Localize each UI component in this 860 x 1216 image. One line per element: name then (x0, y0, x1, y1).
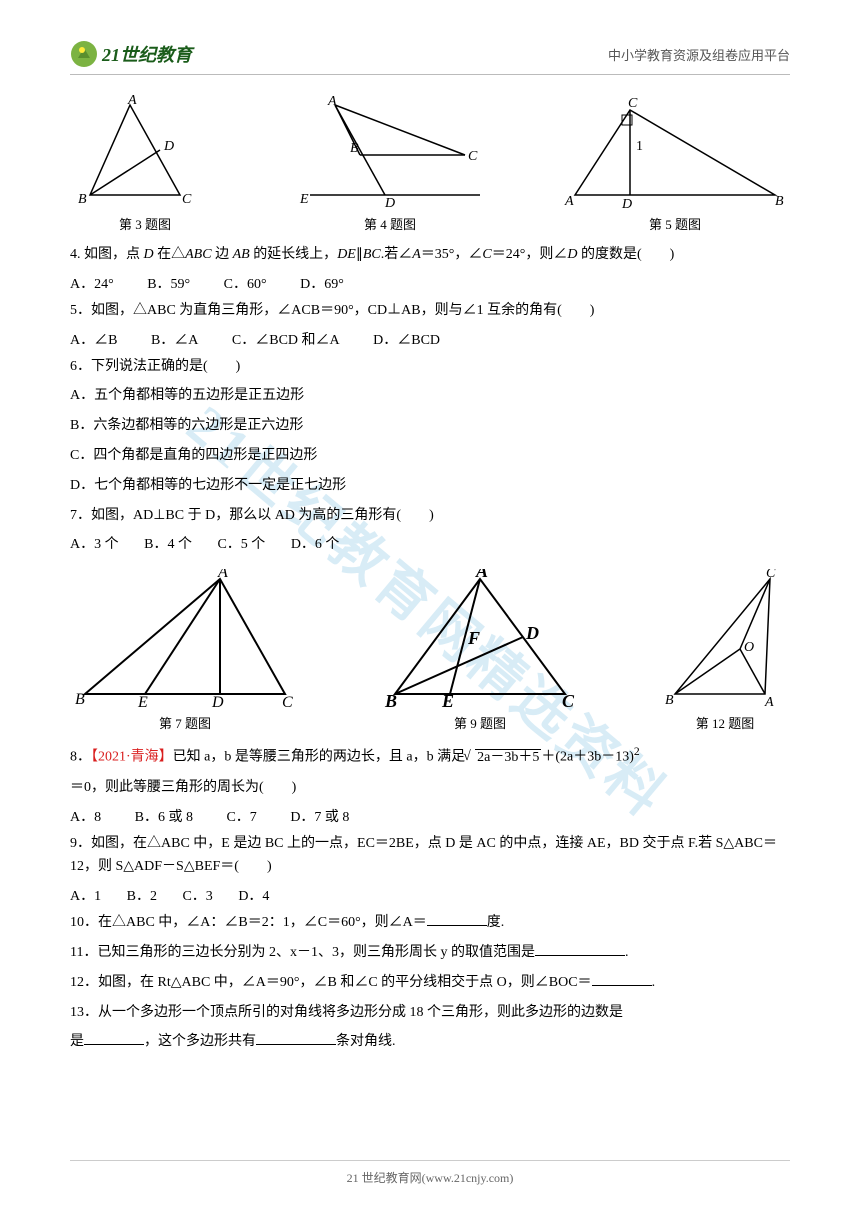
caption-4: 第 4 题图 (290, 214, 490, 233)
svg-text:D: D (384, 196, 395, 210)
option-6c: C．四个角都是直角的四边形是正四边形 (70, 444, 790, 468)
svg-text:B: B (665, 693, 674, 708)
caption-7: 第 7 题图 (70, 713, 300, 732)
svg-text:B: B (78, 192, 87, 207)
question-13b: 是，这个多边形共有条对角线. (70, 1030, 790, 1054)
figure-row-top: A B C D 第 3 题图 A B C D E 第 4 题图 (70, 95, 790, 233)
svg-text:C: C (766, 569, 776, 581)
figure-5: C A B D 1 第 5 题图 (560, 95, 790, 233)
caption-9: 第 9 题图 (380, 713, 580, 732)
footer: 21 世纪教育网(www.21cnjy.com) (70, 1160, 790, 1186)
logo-text: 21世纪教育 (102, 41, 192, 67)
caption-3: 第 3 题图 (70, 214, 220, 233)
options-8: A．8 B．6 或 8 C．7 D．7 或 8 (70, 806, 790, 826)
figure-row-mid: A B E D C 第 7 题图 A B E C D F 第 9 题图 (70, 569, 790, 732)
question-6: 6．下列说法正确的是( ) (70, 355, 790, 379)
figure-7: A B E D C 第 7 题图 (70, 569, 300, 732)
svg-text:A: A (127, 95, 137, 108)
option-6a: A．五个角都相等的五边形是正五边形 (70, 384, 790, 408)
svg-text:D: D (211, 694, 224, 709)
logo-icon (70, 40, 98, 68)
caption-5: 第 5 题图 (560, 214, 790, 233)
option-6d: D．七个角都相等的七边形不一定是正七边形 (70, 474, 790, 498)
caption-12: 第 12 题图 (660, 713, 790, 732)
options-5: A．∠B B．∠A C．∠BCD 和∠A D．∠BCD (70, 329, 790, 349)
options-4: A．24° B．59° C．60° D．69° (70, 273, 790, 293)
header: 21世纪教育 中小学教育资源及组卷应用平台 (70, 40, 790, 75)
svg-text:D: D (525, 623, 539, 643)
svg-text:A: A (327, 95, 337, 109)
svg-text:E: E (299, 192, 309, 207)
question-4: 4. 如图，点 D 在△ABC 边 AB 的延长线上，DE∥BC.若∠A＝35°… (70, 243, 790, 267)
option-6b: B．六条边都相等的六边形是正六边形 (70, 414, 790, 438)
options-7: A．3 个 B．4 个 C．5 个 D．6 个 (70, 533, 790, 553)
question-8: 8．【2021·青海】已知 a，b 是等腰三角形的两边长，且 a，b 满足2a－… (70, 742, 790, 769)
svg-text:D: D (163, 139, 174, 154)
svg-text:D: D (621, 197, 632, 210)
page-container: 21世纪教育 中小学教育资源及组卷应用平台 A B C D 第 3 题图 (0, 0, 860, 1090)
question-7: 7．如图，AD⊥BC 于 D，那么以 AD 为高的三角形有( ) (70, 504, 790, 528)
svg-text:O: O (744, 640, 754, 655)
svg-text:A: A (217, 569, 228, 581)
svg-text:E: E (137, 694, 148, 709)
question-5: 5．如图，△ABC 为直角三角形，∠ACB＝90°，CD⊥AB，则与∠1 互余的… (70, 299, 790, 323)
svg-text:A: A (564, 194, 574, 209)
svg-text:B: B (350, 141, 359, 156)
svg-text:B: B (384, 691, 397, 709)
svg-text:1: 1 (636, 139, 643, 154)
question-9: 9．如图，在△ABC 中，E 是边 BC 上的一点，EC＝2BE，点 D 是 A… (70, 832, 790, 880)
question-12: 12．如图，在 Rt△ABC 中，∠A＝90°，∠B 和∠C 的平分线相交于点 … (70, 971, 790, 995)
figure-3: A B C D 第 3 题图 (70, 95, 220, 233)
question-11: 11．已知三角形的三边长分别为 2、x－1、3，则三角形周长 y 的取值范围是. (70, 941, 790, 965)
question-8b: ＝0，则此等腰三角形的周长为( ) (70, 776, 790, 800)
question-10: 10．在△ABC 中，∠A：∠B＝2：1，∠C＝60°，则∠A＝度. (70, 911, 790, 935)
options-9: A．1 B．2 C．3 D．4 (70, 885, 790, 905)
svg-text:C: C (468, 149, 478, 164)
svg-text:C: C (562, 691, 575, 709)
question-13: 13．从一个多边形一个顶点所引的对角线将多边形分成 18 个三角形，则此多边形的… (70, 1001, 790, 1025)
svg-text:C: C (182, 192, 192, 207)
svg-text:C: C (628, 96, 638, 111)
svg-text:F: F (467, 628, 480, 648)
figure-4: A B C D E 第 4 题图 (290, 95, 490, 233)
svg-text:B: B (75, 691, 85, 708)
header-platform-text: 中小学教育资源及组卷应用平台 (608, 45, 790, 64)
logo: 21世纪教育 (70, 40, 192, 68)
svg-text:A: A (475, 569, 488, 581)
svg-text:B: B (775, 194, 784, 209)
figure-12: C B A O 第 12 题图 (660, 569, 790, 732)
svg-text:A: A (764, 695, 774, 709)
svg-text:E: E (441, 691, 454, 709)
svg-text:C: C (282, 694, 293, 709)
figure-9: A B E C D F 第 9 题图 (380, 569, 580, 732)
